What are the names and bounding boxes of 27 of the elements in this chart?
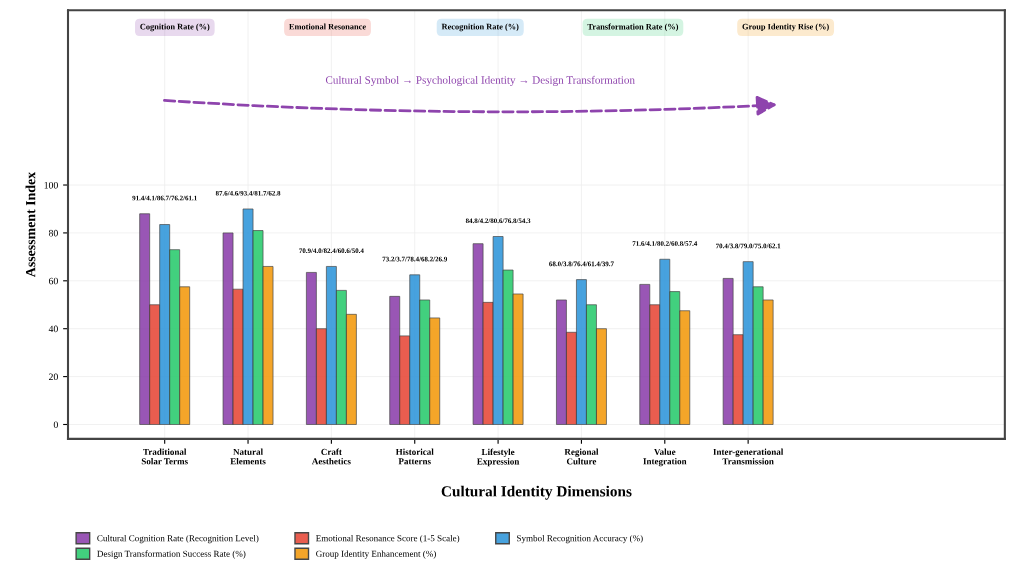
annotation: Emotional Resonance [289,23,366,30]
legend-label: Emotional Resonance Score (1-5 Scale) [316,534,460,544]
y-tick-label: 80 [48,229,58,237]
y-tick-label: 60 [48,277,58,285]
y-axis-title: Assessment Index [25,171,36,278]
annotation: Cognition Rate (%) [140,23,210,32]
x-axis-title: Cultural Identity Dimensions [441,485,632,500]
x-tick-label: Historical Patterns [395,448,434,465]
x-tick-label: Inter-generational Transmission [713,448,784,465]
x-tick-label: Traditional Solar Terms [141,448,188,465]
legend-label: Group Identity Enhancement (%) [316,550,436,559]
x-tick-label: Regional Culture [564,448,599,465]
y-tick-label: 40 [48,325,58,333]
x-tick-label: Value Integration [643,448,687,467]
y-tick-label: 100 [44,181,58,189]
x-tick-label: Craft Aesthetics [311,448,351,465]
x-tick-label: Natural Elements [230,448,266,465]
y-tick-label: 20 [48,373,58,381]
annotation: Transformation Rate (%) [587,23,679,32]
x-tick-label: Lifestyle Expression [477,448,520,467]
annotation: Group Identity Rise (%) [742,23,829,32]
legend-label: Design Transformation Success Rate (%) [97,550,246,559]
annotation: Recognition Rate (%) [441,23,519,32]
y-tick-label: 0 [53,421,58,428]
legend-label: Symbol Recognition Accuracy (%) [517,534,643,544]
legend-label: Cultural Cognition Rate (Recognition Level) [97,534,259,544]
annotation: Cultural Symbol → Psychological Identity → Design Transformation [325,75,635,87]
